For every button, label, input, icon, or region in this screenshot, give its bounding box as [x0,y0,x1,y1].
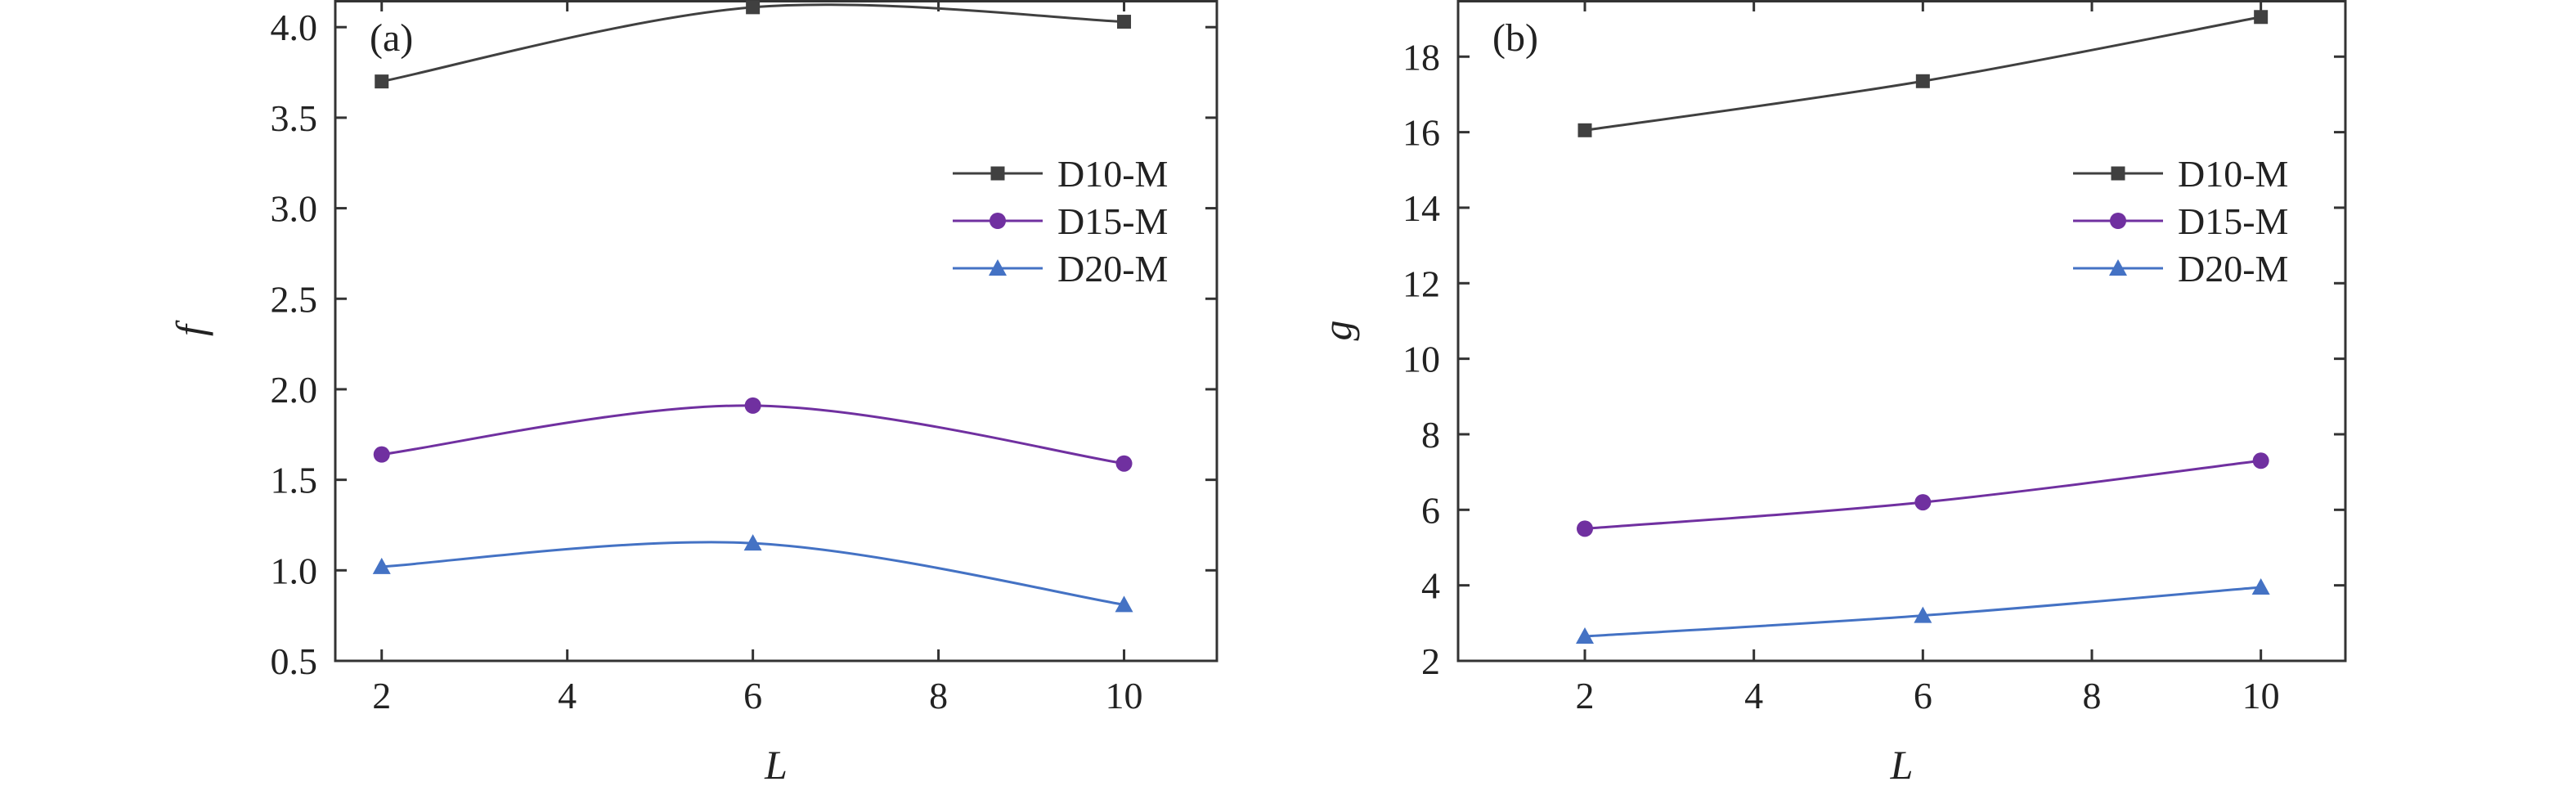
legend: D10-M D15-M D20-M [953,153,1168,290]
x-tick-label: 4 [558,675,577,716]
plot-frame [1456,0,2347,662]
legend-marker [990,213,1006,229]
data-point [1115,455,1133,472]
series-line [1584,16,2261,132]
data-point [2254,10,2269,25]
series-d10-m [1577,10,2269,137]
legend-label: D10-M [1057,153,1168,195]
y-tick-label: 18 [1402,36,1440,78]
y-tick-label: 4.0 [271,7,318,48]
y-tick-label: 2 [1421,640,1440,682]
data-point [744,397,761,414]
series-d20-m [372,534,1133,613]
data-point [1577,520,1593,537]
y-tick-label: 14 [1402,187,1440,229]
data-point [2251,577,2270,595]
series-d15-m [373,397,1133,472]
x-axis-title: L [764,742,788,788]
y-tick-label: 8 [1421,414,1440,456]
data-point [1577,123,1592,137]
x-tick-label: 10 [1106,675,1143,716]
legend-label: D15-M [1057,200,1168,242]
series-d20-m [1576,577,2270,644]
panel-label: (b) [1492,16,1538,60]
data-point [1914,606,1932,623]
y-tick-label: 10 [1402,339,1440,380]
legend-marker [2111,166,2125,181]
x-tick-label: 4 [1744,675,1763,716]
data-point [746,0,761,15]
y-tick-label: 2.0 [271,369,318,411]
data-point [1576,627,1594,644]
y-tick-label: 3.5 [271,97,318,139]
panel-b: 2 4 6 8 10 2 4 6 8 10 12 14 16 18 Lg (b) D10-M D15-M D20-M [1314,0,2347,788]
y-tick-label: 12 [1402,263,1440,304]
series-d10-m [375,0,1132,89]
x-tick-label: 10 [2242,675,2280,716]
data-point [372,557,391,574]
legend: D10-M D15-M D20-M [2073,153,2288,290]
data-point [1915,74,1930,88]
data-point [373,446,390,463]
legend-label: D10-M [2178,153,2288,195]
data-point [1117,15,1132,29]
x-axis-title: L [1890,742,1914,788]
data-point [375,74,389,89]
legend-marker [2109,259,2127,276]
legend-label: D15-M [2178,200,2288,242]
y-axis-title: g [1314,321,1360,341]
series-line [381,3,1124,83]
x-tick-label: 8 [2083,675,2102,716]
y-tick-label: 0.5 [271,640,318,682]
panel-a: 2 4 6 8 10 0.5 1.0 1.5 2.0 2.5 3.0 3.5 4.0 Lf (a) D10-M… [168,0,1218,788]
legend-marker [2110,213,2126,229]
y-tick-label: 6 [1421,489,1440,531]
y-tick-label: 2.5 [271,278,318,320]
panel-label: (a) [370,16,413,60]
y-axis-title: f [168,320,213,336]
plot-frame [334,0,1218,662]
y-tick-label: 16 [1402,112,1440,154]
series-d15-m [1577,452,2269,537]
legend-label: D20-M [1057,248,1168,290]
data-point [2252,452,2269,469]
x-tick-label: 8 [929,675,948,716]
legend-label: D20-M [2178,248,2288,290]
x-tick-label: 2 [1576,675,1595,716]
series-line [381,404,1124,465]
y-tick-label: 1.0 [271,550,318,591]
y-tick-label: 1.5 [271,460,318,501]
y-tick-label: 3.0 [271,188,318,230]
legend-marker [989,259,1007,276]
x-tick-label: 6 [743,675,762,716]
x-tick-label: 2 [372,675,391,716]
data-point [1914,494,1932,511]
data-point [1115,595,1133,613]
x-tick-label: 6 [1914,675,1932,716]
legend-marker [990,166,1005,181]
series-line [381,541,1124,606]
data-point [743,534,762,551]
y-tick-label: 4 [1421,565,1440,607]
